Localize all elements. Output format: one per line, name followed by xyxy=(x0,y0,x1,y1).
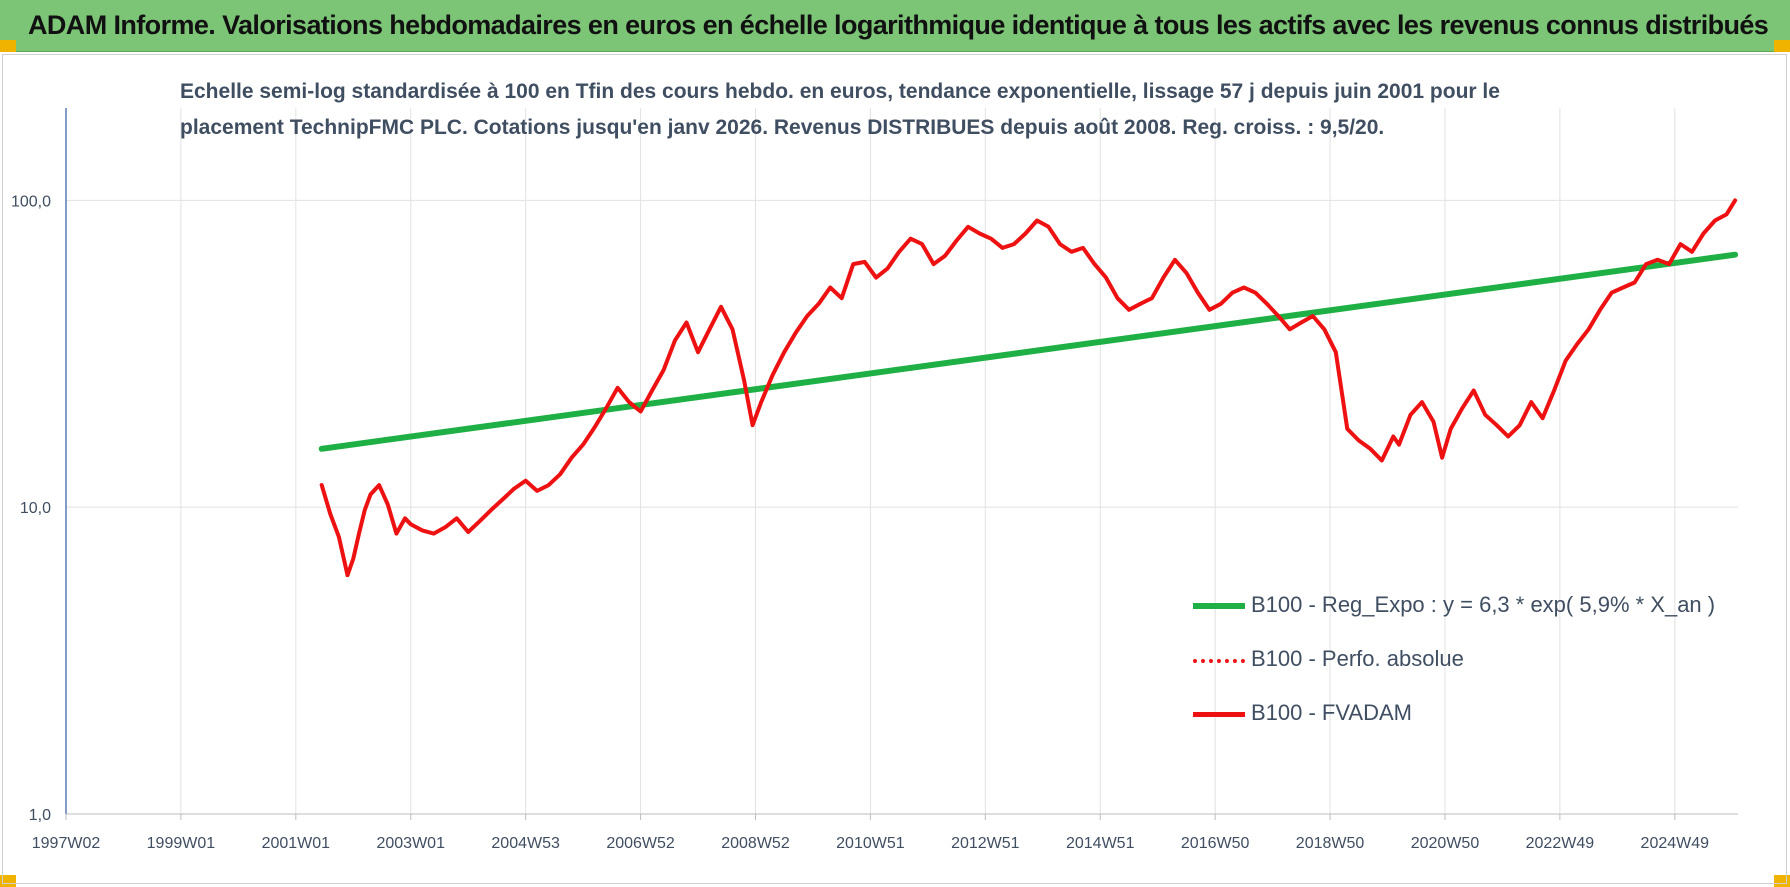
x-tick-label: 2024W49 xyxy=(1641,835,1710,852)
legend-swatch-regression xyxy=(1193,603,1245,609)
legend-label-perfo: B100 - Perfo. absolue xyxy=(1251,646,1464,671)
corner-marker-top-right xyxy=(1774,40,1790,52)
chart-title: Echelle semi-log standardisée à 100 en T… xyxy=(180,74,1500,146)
chart-title-line-1: Echelle semi-log standardisée à 100 en T… xyxy=(180,80,1500,103)
x-tick-label: 2004W53 xyxy=(491,835,560,852)
x-tick-label: 2020W50 xyxy=(1411,835,1480,852)
x-tick-label: 2008W52 xyxy=(721,835,790,852)
corner-marker-bottom-left xyxy=(0,875,16,887)
x-tick-label: 2018W50 xyxy=(1296,835,1365,852)
x-tick-label: 2010W51 xyxy=(836,835,905,852)
legend-swatch-perfo xyxy=(1193,659,1245,663)
y-tick-label: 1,0 xyxy=(29,807,51,824)
legend-label-fvadam: B100 - FVADAM xyxy=(1251,700,1412,725)
corner-marker-top-left xyxy=(0,40,16,52)
legend-label-regression: B100 - Reg_Expo : y = 6,3 * exp( 5,9% * … xyxy=(1251,592,1716,617)
banner-title: ADAM Informe. Valorisations hebdomadaire… xyxy=(28,10,1769,40)
title-banner: ADAM Informe. Valorisations hebdomadaire… xyxy=(0,0,1790,52)
chart-legend: B100 - Reg_Expo : y = 6,3 * exp( 5,9% * … xyxy=(1193,588,1716,750)
y-tick-label: 10,0 xyxy=(20,500,51,517)
x-tick-label: 2022W49 xyxy=(1526,835,1595,852)
x-tick-label: 2003W01 xyxy=(376,835,445,852)
x-tick-label: 2016W50 xyxy=(1181,835,1250,852)
x-tick-label: 2012W51 xyxy=(951,835,1020,852)
x-tick-label: 2006W52 xyxy=(606,835,675,852)
fvadam-line xyxy=(319,198,1738,578)
regression-line xyxy=(318,251,1739,452)
x-tick-label: 2001W01 xyxy=(262,835,331,852)
x-tick-label: 1999W01 xyxy=(147,835,216,852)
y-tick-label: 100,0 xyxy=(11,193,51,210)
legend-item-perfo: B100 - Perfo. absolue xyxy=(1193,642,1713,696)
chart-title-line-2: placement TechnipFMC PLC. Cotations jusq… xyxy=(180,116,1385,139)
legend-item-fvadam: B100 - FVADAM xyxy=(1193,696,1713,750)
x-tick-label: 1997W02 xyxy=(32,835,101,852)
legend-item-regression: B100 - Reg_Expo : y = 6,3 * exp( 5,9% * … xyxy=(1193,588,1716,642)
chart-frame xyxy=(2,54,1787,884)
legend-swatch-fvadam xyxy=(1193,712,1245,717)
x-tick-label: 2014W51 xyxy=(1066,835,1135,852)
